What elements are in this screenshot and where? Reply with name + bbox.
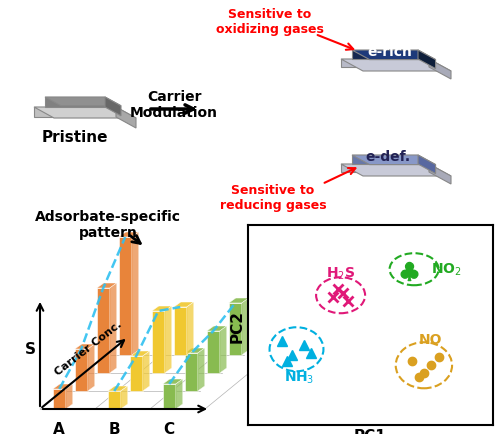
Polygon shape [165,306,172,373]
Polygon shape [207,326,227,331]
Polygon shape [341,60,429,68]
Polygon shape [341,164,451,177]
Polygon shape [130,351,150,356]
Polygon shape [198,348,205,391]
Polygon shape [116,108,136,129]
Polygon shape [418,156,436,174]
Polygon shape [163,384,176,409]
Polygon shape [121,386,128,409]
Polygon shape [429,164,451,184]
Polygon shape [352,156,436,165]
Text: NO$_2$: NO$_2$ [431,261,462,278]
Polygon shape [352,51,436,60]
Polygon shape [152,311,165,373]
Polygon shape [187,302,194,355]
Polygon shape [174,302,194,307]
Polygon shape [185,348,205,353]
Text: e-rich: e-rich [368,45,412,59]
Text: NO: NO [419,332,442,346]
Polygon shape [185,353,198,391]
Text: e-def.: e-def. [366,150,410,164]
Polygon shape [45,98,121,107]
X-axis label: PC1: PC1 [354,428,386,434]
Polygon shape [105,98,121,117]
Polygon shape [110,283,117,373]
Polygon shape [229,303,242,355]
Polygon shape [97,283,117,288]
Polygon shape [53,384,73,389]
Polygon shape [108,391,121,409]
Polygon shape [130,356,143,391]
Text: Sensitive to
reducing gases: Sensitive to reducing gases [220,184,326,211]
Polygon shape [176,379,183,409]
Polygon shape [341,164,429,173]
Polygon shape [45,98,105,108]
Polygon shape [34,108,136,119]
Text: S: S [24,342,36,357]
Text: NH$_3$: NH$_3$ [284,369,314,385]
Polygon shape [34,108,116,118]
Polygon shape [220,326,227,373]
Polygon shape [163,379,183,384]
Text: C: C [164,421,175,434]
Polygon shape [429,60,451,80]
Text: Adsorbate-specific
pattern: Adsorbate-specific pattern [35,210,181,240]
Text: Pristine: Pristine [42,130,108,145]
Polygon shape [152,306,172,311]
Text: A: A [54,421,65,434]
Polygon shape [174,307,187,355]
Polygon shape [143,351,150,391]
Polygon shape [229,298,249,303]
Text: Carrier Conc.: Carrier Conc. [52,318,124,376]
Polygon shape [119,237,132,355]
Polygon shape [341,60,451,72]
Polygon shape [207,331,220,373]
Y-axis label: PC2: PC2 [230,309,244,342]
Polygon shape [97,288,110,373]
Polygon shape [53,389,66,409]
Polygon shape [108,386,128,391]
Text: Sensitive to
oxidizing gases: Sensitive to oxidizing gases [216,8,324,36]
Text: Carrier
Modulation: Carrier Modulation [130,90,218,120]
Polygon shape [242,298,249,355]
Polygon shape [75,349,88,391]
Polygon shape [66,384,73,409]
Polygon shape [418,51,436,69]
Text: Adsorbate identification: Adsorbate identification [277,224,467,238]
Text: B: B [108,421,120,434]
Polygon shape [352,51,418,60]
Polygon shape [88,344,95,391]
Polygon shape [132,233,139,355]
Polygon shape [352,156,418,164]
Text: H$_2$S: H$_2$S [326,266,355,282]
Polygon shape [75,344,95,349]
Polygon shape [119,233,139,237]
